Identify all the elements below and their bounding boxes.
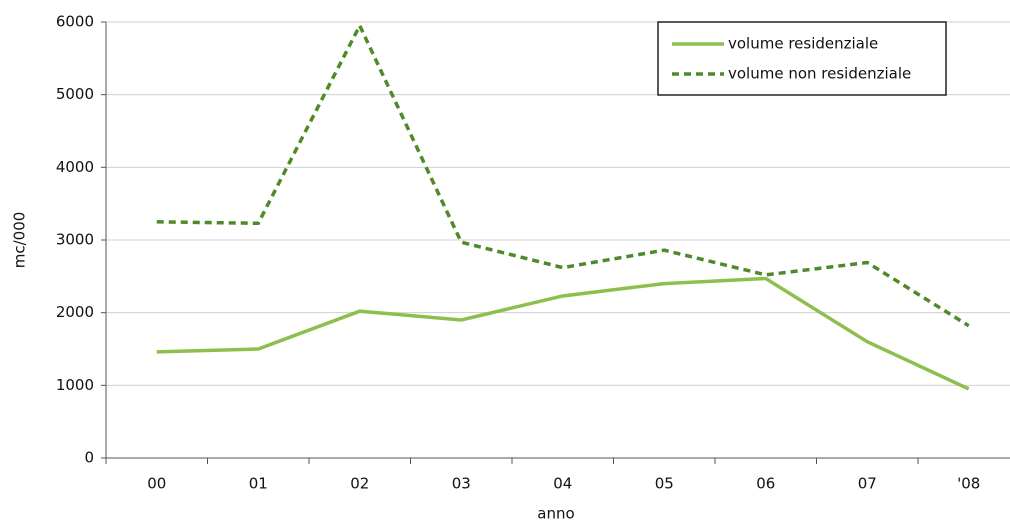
x-axis-label: anno [537, 505, 574, 523]
x-tick-label: 02 [350, 475, 369, 493]
x-tick-label: 06 [756, 475, 775, 493]
y-tick-label: 2000 [56, 303, 94, 321]
y-tick-label: 3000 [56, 231, 94, 249]
series-line [156, 276, 970, 391]
y-tick-label: 4000 [56, 158, 94, 176]
x-tick-label: 03 [452, 475, 471, 493]
y-tick-label: 0 [84, 449, 94, 467]
y-axis-label: mc/000 [11, 212, 29, 269]
y-tick-label: 1000 [56, 376, 94, 394]
x-tick-label: '08 [957, 475, 980, 493]
x-tick-label: 07 [858, 475, 877, 493]
y-tick-label: 5000 [56, 85, 94, 103]
x-tick-label: 00 [147, 475, 166, 493]
x-tick-label: 01 [249, 475, 268, 493]
y-tick-label: 6000 [56, 13, 94, 31]
legend-label: volume residenziale [728, 35, 878, 53]
legend-label: volume non residenziale [728, 65, 911, 83]
x-tick-label: 04 [553, 475, 572, 493]
legend-box [657, 21, 947, 96]
x-tick-label: 05 [655, 475, 674, 493]
